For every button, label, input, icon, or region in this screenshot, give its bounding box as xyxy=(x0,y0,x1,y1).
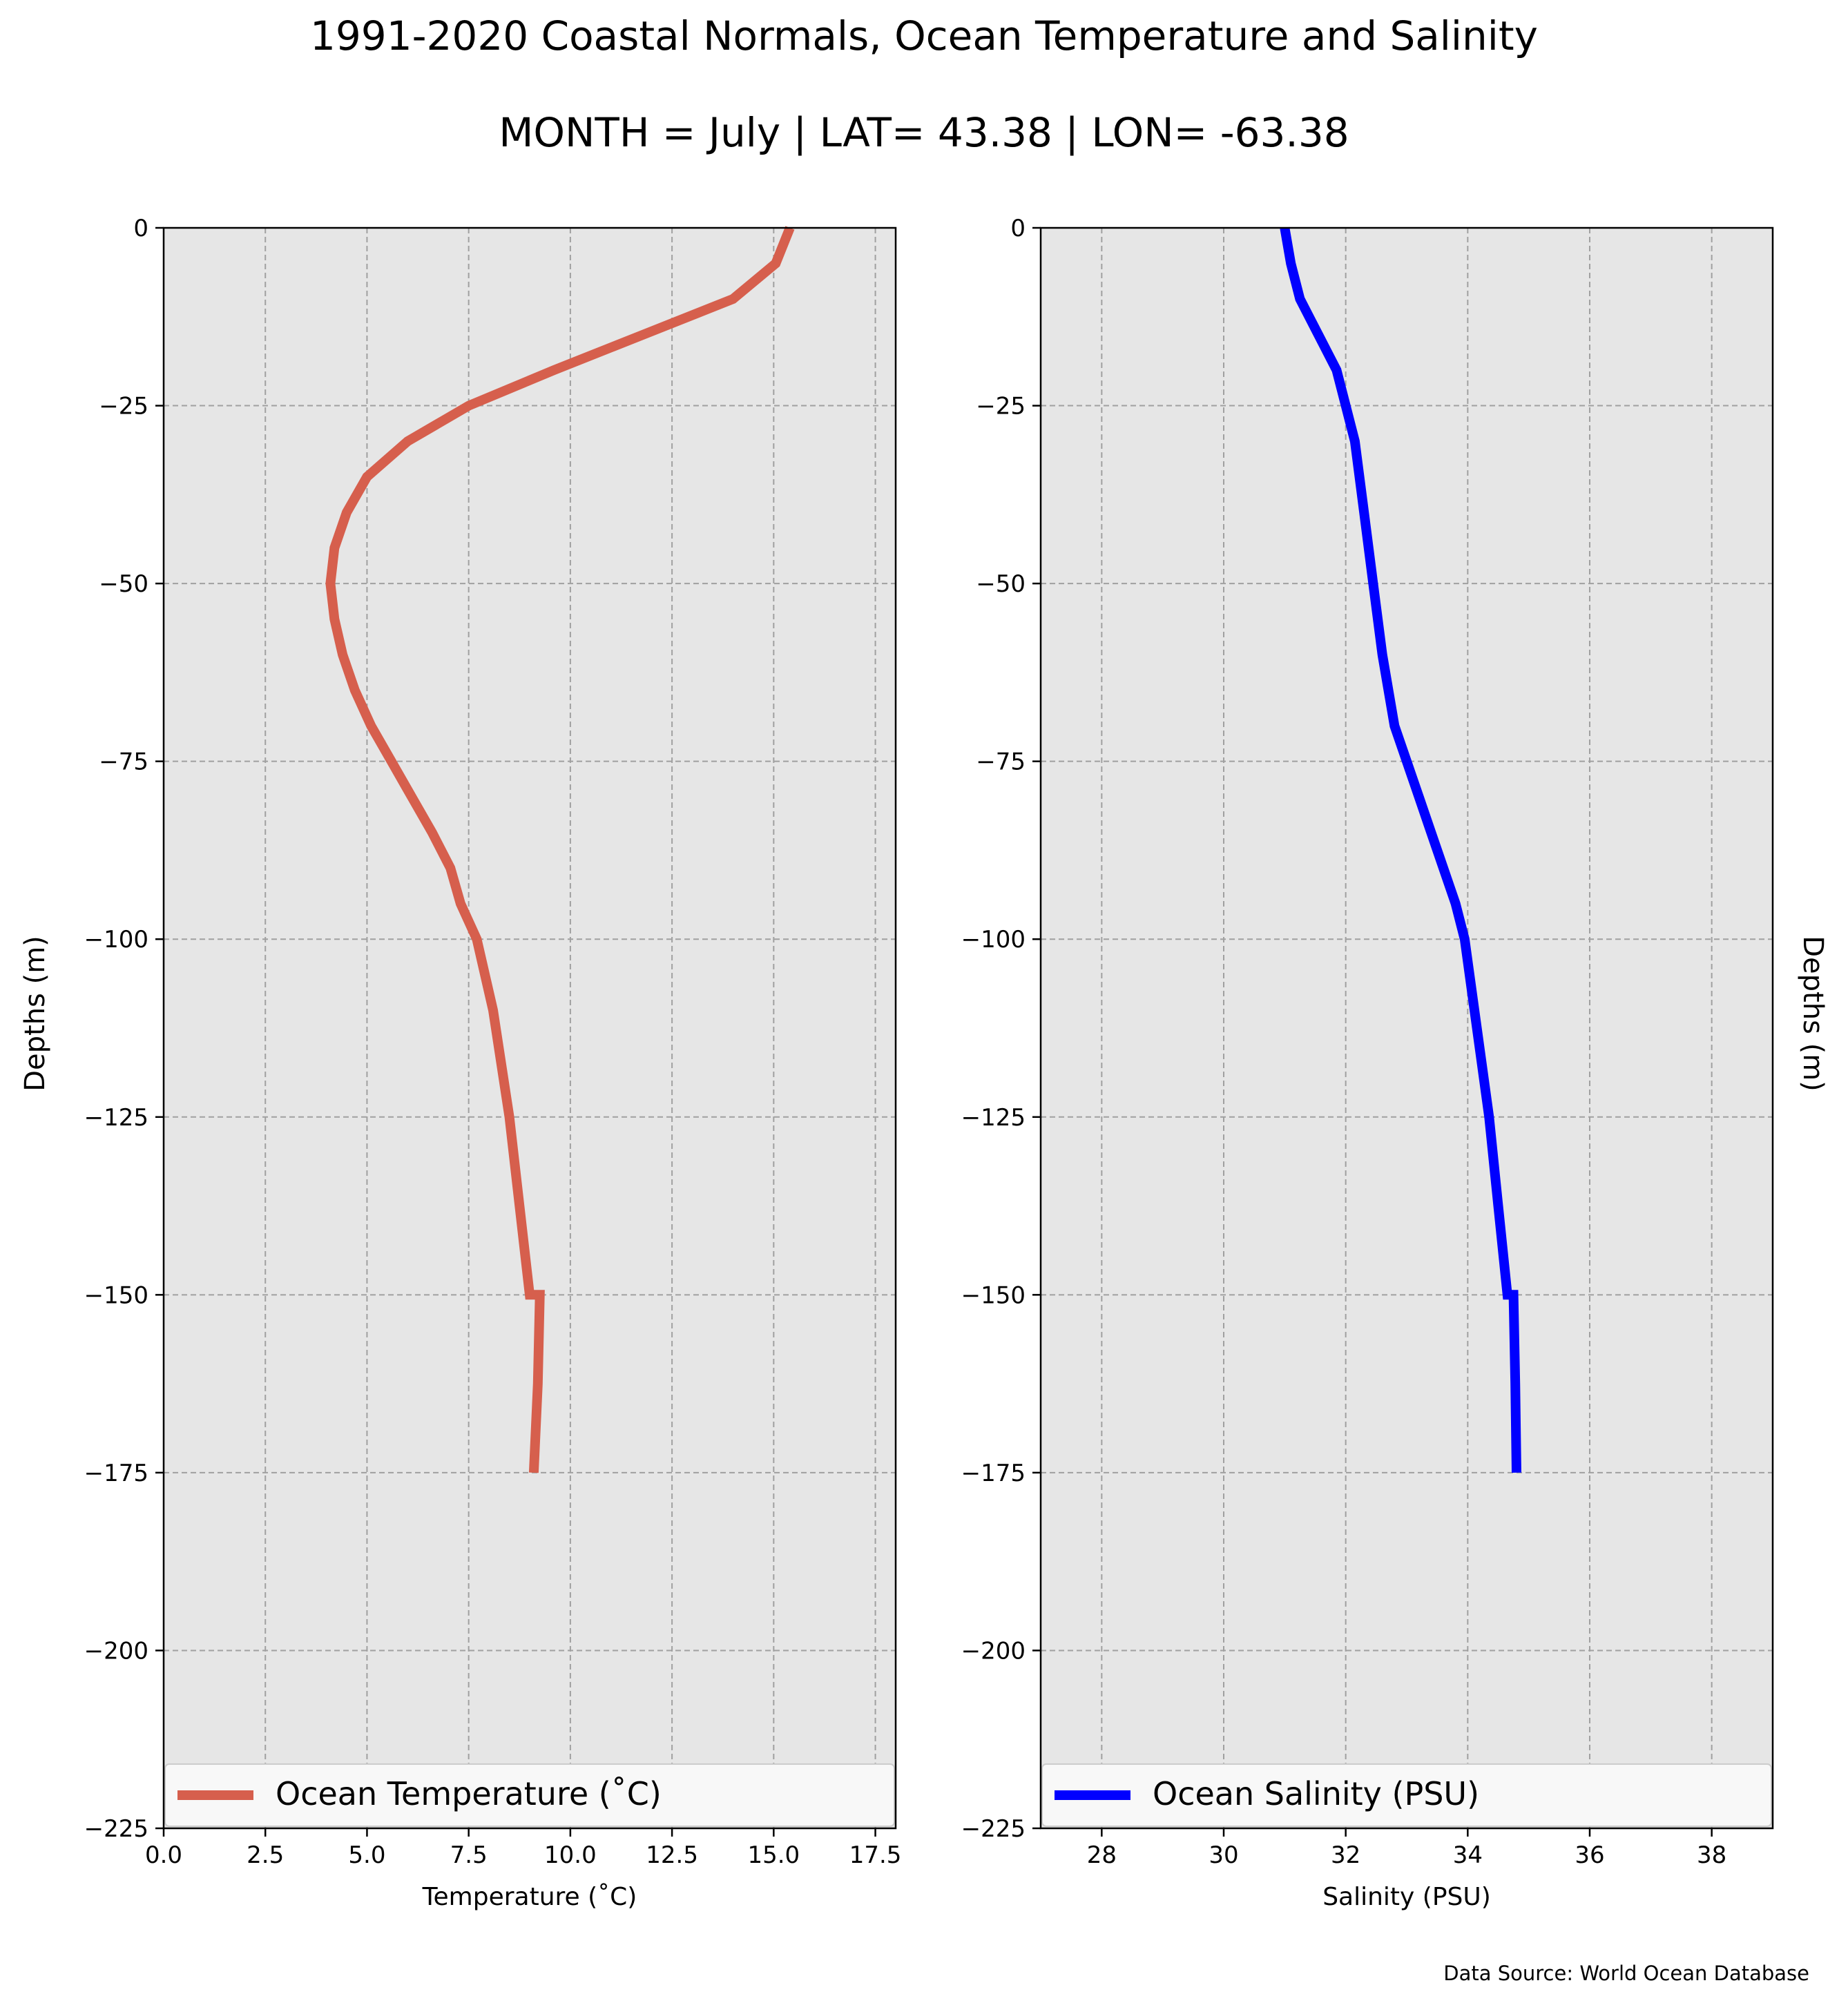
temp-ytick-label: −200 xyxy=(84,1637,148,1665)
right-x-axis-label: Salinity (PSU) xyxy=(1322,1883,1491,1911)
sal-legend-label: Ocean Salinity (PSU) xyxy=(1153,1775,1479,1812)
temp-ytick-label: −100 xyxy=(84,926,148,954)
temp-plot-area xyxy=(164,228,896,1828)
temp-ytick-label: 0 xyxy=(133,215,148,242)
temp-xtick-label: 2.5 xyxy=(247,1841,284,1869)
sal-xtick-label: 34 xyxy=(1453,1841,1483,1869)
temp-legend: Ocean Temperature (˚C) xyxy=(164,1763,895,1827)
sal-xtick-label: 36 xyxy=(1575,1841,1604,1869)
temp-ytick-label: −150 xyxy=(84,1281,148,1309)
sal-ytick-label: −75 xyxy=(976,748,1026,776)
temp-xtick-label: 15.0 xyxy=(747,1841,800,1869)
sal-plot-area xyxy=(1041,228,1773,1828)
sal-series-line xyxy=(1280,226,1521,1473)
temp-ytick-label: −25 xyxy=(99,393,148,420)
sal-xtick-label: 38 xyxy=(1697,1841,1726,1869)
temp-xtick-label: 5.0 xyxy=(348,1841,385,1869)
temp-axes-frame xyxy=(162,226,897,1830)
sal-legend-box xyxy=(1041,1763,1772,1827)
right-y-axis-label: Depths (m) xyxy=(1797,936,1829,1092)
temp-ytick-label: −225 xyxy=(84,1815,148,1843)
temp-xtick-label: 17.5 xyxy=(849,1841,902,1869)
sal-ytick-label: −175 xyxy=(961,1460,1026,1487)
sal-axes-frame xyxy=(1039,226,1774,1830)
sal-ytick-label: −150 xyxy=(961,1281,1026,1309)
sal-ytick-label: −100 xyxy=(961,926,1026,954)
sal-xtick-label: 30 xyxy=(1209,1841,1238,1869)
sal-legend: Ocean Salinity (PSU) xyxy=(1041,1763,1772,1827)
temp-legend-box xyxy=(164,1763,895,1827)
temp-xtick-label: 12.5 xyxy=(646,1841,698,1869)
sal-ytick-label: −225 xyxy=(961,1815,1026,1843)
left-x-axis-label: Temperature (˚C) xyxy=(422,1883,637,1911)
sal-ytick-label: 0 xyxy=(1010,215,1026,242)
sal-xtick-label: 32 xyxy=(1331,1841,1360,1869)
temperature-panel: Ocean Temperature (˚C) 0.0 2.5 5.0 7.5 10.0 12… xyxy=(84,215,902,1869)
sal-ytick-label: −125 xyxy=(961,1104,1026,1132)
temp-xtick-label: 0.0 xyxy=(145,1841,182,1869)
temp-series-line xyxy=(325,226,795,1473)
temp-ytick-label: −50 xyxy=(99,570,148,598)
sal-xtick-label: 28 xyxy=(1087,1841,1117,1869)
temp-ytick-label: −125 xyxy=(84,1104,148,1132)
sal-ytick-label: −200 xyxy=(961,1637,1026,1665)
temp-xtick-label: 7.5 xyxy=(450,1841,488,1869)
salinity-panel: Ocean Salinity (PSU) 28 30 32 34 36 38 0 −25 −50 −… xyxy=(961,215,1774,1869)
left-y-axis-label: Depths (m) xyxy=(19,936,51,1092)
chart-subtitle: MONTH = July | LAT= 43.38 | LON= -63.38 xyxy=(499,109,1349,156)
temp-xtick-label: 10.0 xyxy=(544,1841,597,1869)
chart-title: 1991-2020 Coastal Normals, Ocean Tempera… xyxy=(310,12,1538,59)
temp-legend-label: Ocean Temperature (˚C) xyxy=(276,1775,662,1812)
data-source-note: Data Source: World Ocean Database xyxy=(1443,1962,1809,1985)
temp-ytick-label: −75 xyxy=(99,748,148,776)
sal-ytick-label: −50 xyxy=(976,570,1026,598)
sal-ytick-label: −25 xyxy=(976,393,1026,420)
temp-ytick-label: −175 xyxy=(84,1460,148,1487)
